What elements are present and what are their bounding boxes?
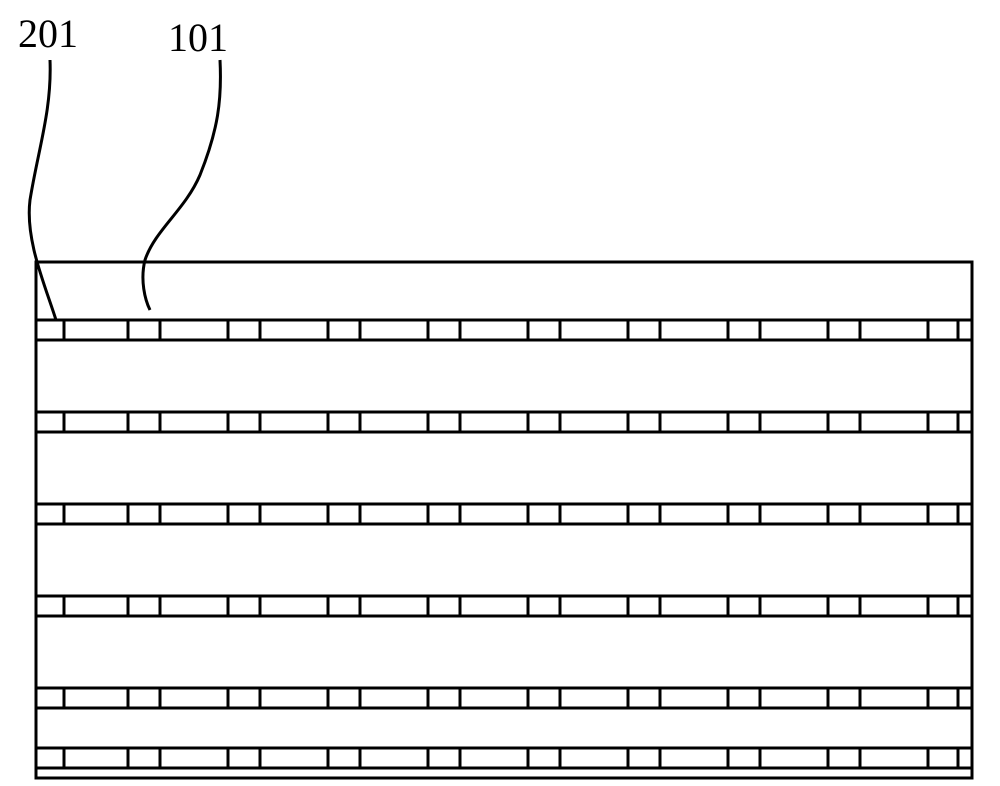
callout-label-201: 201 — [18, 10, 78, 57]
leader-line — [143, 60, 221, 310]
leader-line — [29, 60, 56, 320]
cross-section-svg — [0, 0, 1000, 786]
callout-label-101: 101 — [168, 14, 228, 61]
